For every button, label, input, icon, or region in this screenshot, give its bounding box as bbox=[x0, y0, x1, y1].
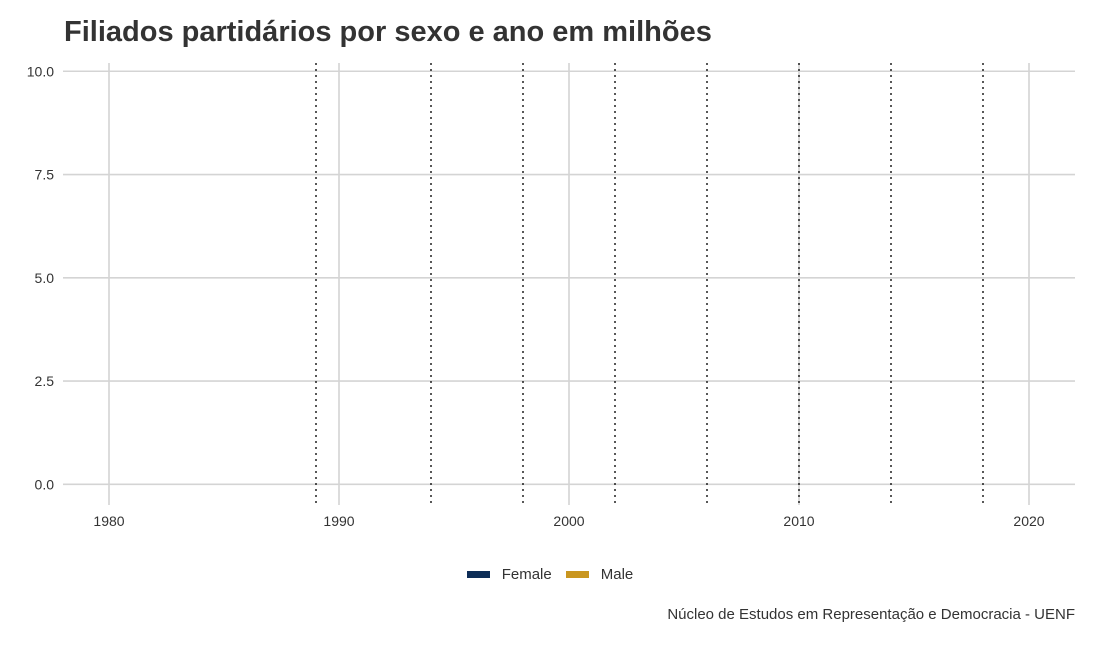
y-tick-label: 2.5 bbox=[35, 373, 55, 389]
y-tick-label: 5.0 bbox=[35, 270, 55, 286]
x-tick-label: 2020 bbox=[1013, 513, 1044, 529]
x-tick-label: 2000 bbox=[553, 513, 584, 529]
y-tick-label: 7.5 bbox=[35, 167, 55, 183]
chart-caption: Núcleo de Estudos em Representação e Dem… bbox=[667, 606, 1075, 623]
legend-item-female: Female bbox=[466, 566, 552, 583]
legend-label-female: Female bbox=[501, 566, 552, 583]
y-tick-label: 10.0 bbox=[27, 63, 54, 79]
y-tick-label: 0.0 bbox=[35, 476, 55, 492]
x-tick-label: 2010 bbox=[783, 513, 814, 529]
x-tick-label: 1990 bbox=[323, 513, 354, 529]
legend-swatch-male bbox=[565, 571, 589, 578]
legend-label-male: Male bbox=[600, 566, 634, 583]
x-axis-tick-labels: 1980 1990 2000 2010 2020 bbox=[93, 513, 1044, 529]
y-axis-tick-labels: 0.0 2.5 5.0 7.5 10.0 bbox=[27, 63, 54, 492]
grid-layer bbox=[63, 63, 1075, 505]
x-tick-label: 1980 bbox=[93, 513, 124, 529]
legend-swatch-female bbox=[466, 571, 490, 578]
chart-title: Filiados partidários por sexo e ano em m… bbox=[64, 16, 712, 48]
vline-layer bbox=[315, 63, 984, 505]
legend: Female Male bbox=[0, 566, 1100, 583]
legend-item-male: Male bbox=[565, 566, 634, 583]
